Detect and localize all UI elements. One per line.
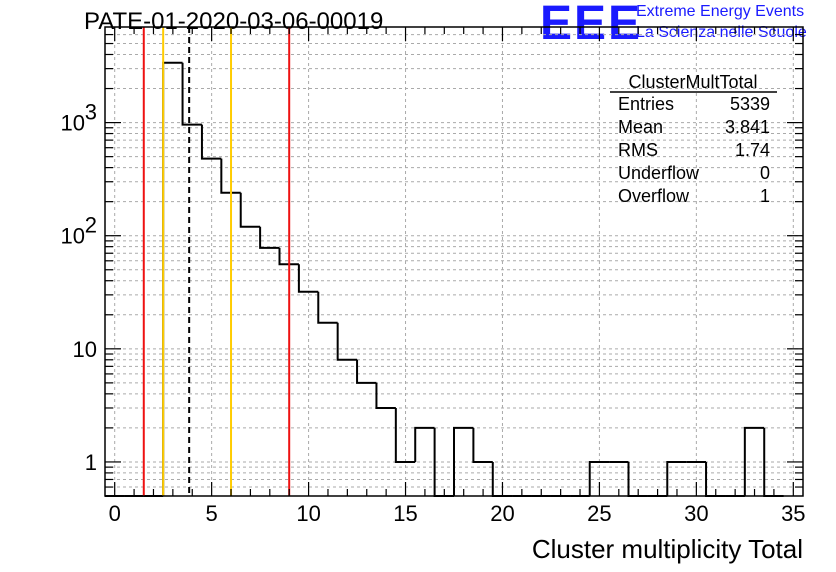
histogram-bin (356, 359, 377, 384)
x-axis-title: Cluster multiplicity Total (532, 534, 803, 564)
logo-line-1: Extreme Energy Events (636, 3, 805, 20)
histogram-bin (317, 291, 338, 324)
plot-frame (104, 26, 804, 497)
x-tick-label: 25 (587, 501, 611, 526)
histogram-bin (220, 158, 241, 194)
x-tick-label: 10 (296, 501, 320, 526)
x-tick-label: 35 (781, 501, 805, 526)
histogram-bin (453, 426, 474, 496)
marker-lines (142, 27, 291, 496)
histogram-bin (414, 426, 435, 462)
histogram-bin (666, 460, 687, 496)
stats-row-label: RMS (618, 140, 658, 160)
stats-row-value: 0 (760, 163, 770, 183)
y-tick-exponent: 2 (85, 213, 97, 238)
stats-row-label: Entries (618, 94, 674, 114)
histogram-bin (375, 382, 396, 409)
x-tick-label: 15 (393, 501, 417, 526)
histogram-bin (743, 426, 765, 496)
x-tick-label: 20 (490, 501, 514, 526)
histogram-bin (472, 427, 493, 463)
axis-ticks (105, 27, 803, 496)
stats-row-label: Overflow (618, 186, 690, 206)
x-tick-label: 5 (206, 501, 218, 526)
y-tick-label: 10 (61, 224, 85, 249)
y-tick-label: 10 (61, 111, 85, 136)
stats-row-value: 5339 (730, 94, 770, 114)
histogram-bin (336, 322, 358, 361)
histogram-bin (588, 460, 610, 496)
stats-row-label: Mean (618, 117, 663, 137)
x-tick-label: 0 (109, 501, 121, 526)
histogram-bin (181, 62, 202, 126)
y-tick-label: 1 (85, 450, 97, 475)
stats-row-value: 3.841 (725, 117, 770, 137)
histogram-bin (278, 247, 299, 266)
stats-box: ClusterMultTotal Entries 5339 Mean 3.841 RMS… (610, 72, 777, 206)
logo-line-2: La Scienza nelle Scuole (636, 24, 807, 41)
histogram-bin (239, 192, 261, 228)
eee-logo-icon: EEE (540, 0, 643, 50)
histogram-bin (297, 264, 319, 293)
stats-row-value: 1 (760, 186, 770, 206)
histogram-bin (200, 124, 222, 160)
x-tick-label: 30 (684, 501, 708, 526)
stats-row-label: Underflow (618, 163, 700, 183)
stats-row-value: 1.74 (735, 140, 770, 160)
histogram-bin (259, 226, 280, 249)
histogram-bin (394, 407, 416, 463)
y-tick-label: 10 (73, 337, 97, 362)
grid-lines (105, 27, 803, 496)
stats-box-name: ClusterMultTotal (628, 72, 757, 92)
y-tick-exponent: 3 (85, 100, 97, 125)
